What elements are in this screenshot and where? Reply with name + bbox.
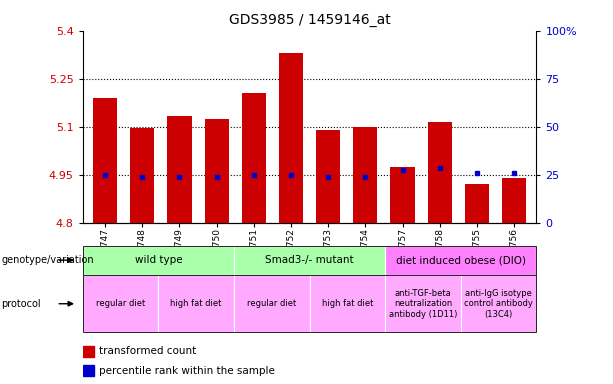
Text: genotype/variation: genotype/variation <box>1 255 94 265</box>
Title: GDS3985 / 1459146_at: GDS3985 / 1459146_at <box>229 13 390 27</box>
Bar <box>205 119 229 223</box>
Bar <box>502 178 526 223</box>
Bar <box>390 167 414 223</box>
Bar <box>279 53 303 223</box>
Text: high fat diet: high fat diet <box>322 299 373 308</box>
Text: protocol: protocol <box>1 299 41 309</box>
Bar <box>83 346 94 357</box>
Bar <box>167 116 191 223</box>
Bar <box>428 122 452 223</box>
Text: regular diet: regular diet <box>96 299 145 308</box>
Text: diet induced obese (DIO): diet induced obese (DIO) <box>396 255 526 265</box>
Bar <box>83 365 94 376</box>
Bar <box>353 127 378 223</box>
Text: Smad3-/- mutant: Smad3-/- mutant <box>265 255 354 265</box>
Text: transformed count: transformed count <box>99 346 196 356</box>
Bar <box>465 184 489 223</box>
Text: percentile rank within the sample: percentile rank within the sample <box>99 366 275 376</box>
Bar <box>242 93 266 223</box>
Text: anti-IgG isotype
control antibody
(13C4): anti-IgG isotype control antibody (13C4) <box>464 289 533 319</box>
Text: regular diet: regular diet <box>247 299 297 308</box>
Text: wild type: wild type <box>134 255 182 265</box>
Bar <box>316 130 340 223</box>
Text: high fat diet: high fat diet <box>170 299 222 308</box>
Text: anti-TGF-beta
neutralization
antibody (1D11): anti-TGF-beta neutralization antibody (1… <box>389 289 457 319</box>
Bar <box>93 98 117 223</box>
Bar <box>130 128 154 223</box>
